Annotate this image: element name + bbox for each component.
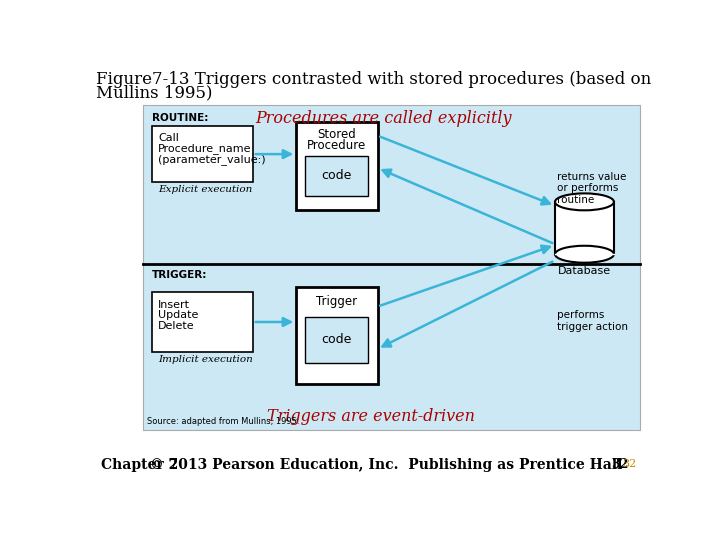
Bar bbox=[296, 287, 377, 383]
Text: ROUTINE:: ROUTINE: bbox=[152, 112, 208, 123]
Text: Insert: Insert bbox=[158, 300, 190, 309]
Text: Trigger: Trigger bbox=[316, 295, 357, 308]
Text: returns value
or performs
routine: returns value or performs routine bbox=[557, 172, 626, 205]
Text: Explicit execution: Explicit execution bbox=[158, 185, 253, 194]
Bar bbox=[305, 316, 368, 363]
Text: © 2013 Pearson Education, Inc.  Publishing as Prentice Hall: © 2013 Pearson Education, Inc. Publishin… bbox=[150, 457, 623, 471]
Text: TRIGGER:: TRIGGER: bbox=[152, 271, 207, 280]
Text: Procedures are called explicitly: Procedures are called explicitly bbox=[255, 110, 512, 127]
Bar bbox=[305, 156, 368, 195]
Ellipse shape bbox=[555, 193, 614, 211]
Text: code: code bbox=[322, 169, 352, 182]
Text: 32: 32 bbox=[611, 457, 628, 470]
Text: 32: 32 bbox=[621, 459, 636, 469]
Bar bbox=[296, 122, 377, 211]
Text: Delete: Delete bbox=[158, 321, 195, 331]
Bar bbox=[143, 105, 640, 430]
Text: Implicit execution: Implicit execution bbox=[158, 355, 253, 364]
Text: code: code bbox=[322, 333, 352, 346]
Text: Update: Update bbox=[158, 310, 199, 320]
Text: Chapter 7: Chapter 7 bbox=[101, 457, 178, 471]
Text: Stored: Stored bbox=[318, 128, 356, 141]
Text: performs
trigger action: performs trigger action bbox=[557, 310, 629, 332]
Text: (parameter_value:): (parameter_value:) bbox=[158, 154, 266, 165]
Text: Database: Database bbox=[558, 266, 611, 276]
Text: Call: Call bbox=[158, 132, 179, 143]
Text: Source: adapted from Mullins, 1995.: Source: adapted from Mullins, 1995. bbox=[148, 417, 300, 427]
Text: Procedure: Procedure bbox=[307, 139, 366, 152]
Bar bbox=[152, 292, 253, 352]
Bar bbox=[152, 126, 253, 182]
Text: Procedure_name: Procedure_name bbox=[158, 143, 252, 154]
Text: Triggers are event-driven: Triggers are event-driven bbox=[266, 408, 474, 425]
Text: Mullins 1995): Mullins 1995) bbox=[96, 85, 212, 102]
Text: Figure7-13 Triggers contrasted with stored procedures (based on: Figure7-13 Triggers contrasted with stor… bbox=[96, 71, 652, 88]
Bar bbox=[555, 202, 614, 254]
Ellipse shape bbox=[555, 246, 614, 262]
